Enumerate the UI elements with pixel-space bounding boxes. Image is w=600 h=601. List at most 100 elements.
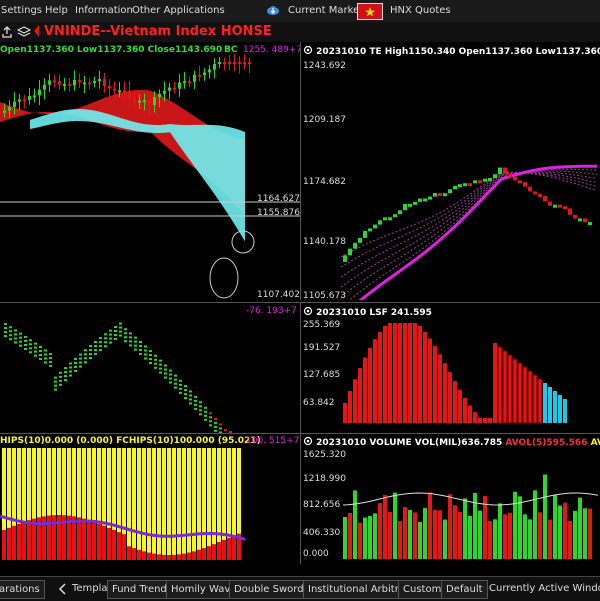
osc-dot [54, 377, 57, 379]
main-candle-panel[interactable]: Open1137.360 Low1137.360 Close1143.690 B… [0, 42, 301, 300]
chips-bar-red [147, 553, 151, 560]
left-oscillator-panel[interactable]: -76. 193+7 [0, 302, 301, 433]
osc-dot [24, 340, 27, 342]
osc-dot [94, 349, 97, 351]
chips-bar-red [182, 554, 186, 560]
market-name[interactable]: HNX Quotes [390, 5, 451, 16]
candle [58, 81, 61, 85]
menu-settings[interactable]: Settings [1, 5, 42, 16]
chips-bar-red [142, 551, 146, 560]
lsf-bar [493, 343, 497, 423]
te-panel[interactable]: 20231010 TE High1150.340 Open1137.360 Lo… [301, 42, 600, 300]
chips-bar-yellow [127, 448, 131, 560]
volume-bar [478, 511, 482, 559]
tab-double-swords[interactable]: Double Swords [229, 580, 314, 599]
osc-dot [69, 374, 72, 376]
osc-dot [104, 341, 107, 343]
osc-dot [179, 392, 182, 394]
te-ytick-2: 1174.682 [303, 177, 346, 187]
osc-dot [129, 332, 132, 334]
volume-panel[interactable]: 20231010 VOLUME VOL(MIL)636.785 AVOL(5)5… [301, 433, 600, 564]
osc-dot [34, 347, 37, 349]
osc-dot [169, 374, 172, 376]
te-candle [413, 202, 417, 205]
vol-ytick-4: 0.000 [303, 549, 329, 559]
chips-bar-yellow [192, 448, 196, 560]
chips-bar-red [97, 524, 101, 560]
export-icon[interactable] [0, 25, 14, 39]
te-candle [443, 193, 447, 196]
candle [223, 62, 226, 64]
chips-bar-yellow [142, 448, 146, 560]
volume-bar [588, 509, 592, 559]
osc-dot [19, 333, 22, 335]
te-candle [398, 210, 402, 214]
volume-bar [433, 510, 437, 559]
lsf-bar [383, 326, 387, 423]
candle [143, 100, 146, 102]
te-candle [418, 199, 422, 202]
osc-dot [174, 387, 177, 389]
candle [48, 80, 51, 84]
te-candle [453, 186, 457, 189]
lsf-bar [393, 323, 397, 423]
osc-dot [159, 372, 162, 374]
volume-bar [503, 514, 507, 559]
chips-bar-red [87, 520, 91, 560]
chevron-left-icon[interactable] [58, 583, 68, 595]
te-candle [543, 196, 547, 202]
lsf-bar [468, 406, 472, 423]
chips-bar-red [17, 524, 21, 560]
lsf-bar [513, 359, 517, 423]
osc-dot [89, 353, 92, 355]
osc-dot [49, 353, 52, 355]
tab-custom[interactable]: Custom [398, 580, 446, 599]
menu-information[interactable]: Information [75, 5, 133, 16]
te-chart [301, 42, 600, 300]
te-candle [478, 180, 482, 183]
osc-dot [204, 415, 207, 417]
menu-other-applications[interactable]: Other Applications [132, 5, 225, 16]
chips-bar-red [127, 546, 131, 560]
osc-dot [59, 376, 62, 378]
osc-dot [59, 372, 62, 374]
lsf-bar [533, 375, 537, 423]
osc-dot [109, 342, 112, 344]
osc-dot [139, 341, 142, 343]
te-candle [373, 225, 377, 229]
osc-dot [189, 390, 192, 392]
menu-help[interactable]: Help [45, 5, 68, 16]
te-candle [573, 215, 577, 219]
highlight-ellipse [210, 258, 238, 298]
osc-dot [134, 337, 137, 339]
te-candle [363, 231, 367, 238]
osc-dot [19, 337, 22, 339]
osc-dot [164, 377, 167, 379]
lsf-panel[interactable]: 20231010 LSF 241.595 255.369 191.527 127… [301, 302, 600, 433]
volume-bar [398, 521, 402, 559]
tab-operations[interactable]: arations [0, 580, 45, 599]
osc-dot [89, 345, 92, 347]
osc-dot [114, 330, 117, 332]
tab-fund-trend[interactable]: Fund Trend [107, 580, 172, 599]
layers-icon[interactable] [17, 25, 31, 39]
vietnam-flag-icon[interactable] [357, 3, 383, 20]
chips-bar-yellow [202, 448, 206, 560]
candle [123, 90, 126, 92]
osc-dot [59, 384, 62, 386]
te-candle [523, 182, 527, 187]
te-candle [388, 217, 392, 220]
chips-panel[interactable]: HIPS(10)0.000 (0.000) FCHIPS(10)100.000 … [0, 433, 301, 564]
chips-bar-yellow [212, 448, 216, 560]
volume-bar [373, 513, 377, 559]
osc-dot [64, 375, 67, 377]
osc-dot [74, 362, 77, 364]
osc-dot [164, 365, 167, 367]
te-candle [588, 222, 592, 225]
te-candle [403, 204, 407, 210]
lsf-ytick-0: 255.369 [303, 320, 340, 330]
volume-bar [408, 510, 412, 559]
chips-bar-red [132, 548, 136, 560]
tab-default[interactable]: Default [441, 580, 488, 599]
chips-bar-red [202, 548, 206, 560]
